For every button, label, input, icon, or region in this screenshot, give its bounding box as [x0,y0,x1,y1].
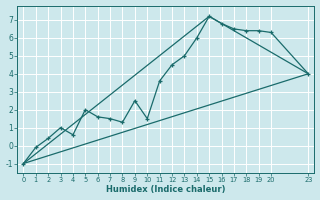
X-axis label: Humidex (Indice chaleur): Humidex (Indice chaleur) [106,185,226,194]
